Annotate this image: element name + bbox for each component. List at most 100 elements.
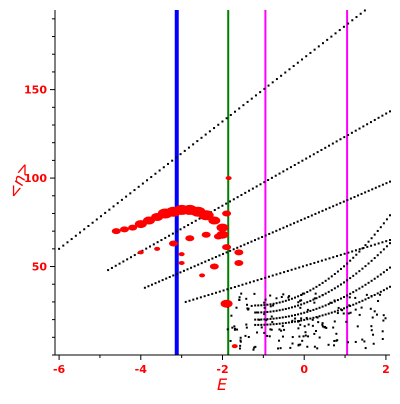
data-point <box>358 248 361 251</box>
data-point <box>364 347 367 350</box>
data-point <box>299 299 302 302</box>
data-point <box>290 297 293 300</box>
data-point <box>200 136 203 139</box>
data-point <box>266 334 269 337</box>
highlight-point <box>199 273 206 278</box>
highlight-point <box>234 260 244 266</box>
data-point <box>347 341 350 344</box>
data-point <box>370 325 373 328</box>
data-point <box>333 287 336 290</box>
data-point <box>324 258 327 261</box>
data-point <box>287 298 290 301</box>
data-point <box>314 292 317 295</box>
data-point <box>313 297 316 300</box>
data-point <box>284 71 287 74</box>
data-point <box>187 146 190 149</box>
data-point <box>244 191 247 194</box>
data-point <box>239 344 242 347</box>
data-point <box>338 29 341 32</box>
data-point <box>332 256 335 259</box>
data-point <box>354 308 357 311</box>
x-tick-label: 0 <box>300 363 308 376</box>
data-point <box>239 339 242 342</box>
data-point <box>239 245 242 248</box>
data-point <box>352 303 355 306</box>
data-point <box>268 232 271 235</box>
data-point <box>289 166 292 169</box>
data-point <box>146 179 149 182</box>
data-point <box>225 251 228 254</box>
data-point <box>333 320 336 323</box>
data-point <box>351 250 354 253</box>
data-point <box>301 58 304 61</box>
data-point <box>355 289 358 292</box>
data-point <box>183 226 186 229</box>
data-point <box>306 308 309 311</box>
data-point <box>271 321 274 324</box>
data-point <box>348 296 351 299</box>
data-point <box>309 309 312 312</box>
data-point <box>389 242 391 245</box>
data-point <box>188 299 191 302</box>
data-point <box>367 240 370 243</box>
data-point <box>279 272 282 275</box>
data-point <box>379 251 382 254</box>
data-point <box>260 323 263 326</box>
data-point <box>345 320 348 323</box>
data-point <box>247 336 250 339</box>
data-point <box>129 192 132 195</box>
data-point <box>147 285 150 288</box>
data-point <box>330 289 333 292</box>
highlight-point <box>225 176 232 181</box>
data-point <box>248 189 251 192</box>
data-point <box>250 240 253 243</box>
y-tick-label: 50 <box>32 261 48 274</box>
data-point <box>257 318 260 321</box>
data-point <box>252 280 255 283</box>
data-point <box>114 264 117 267</box>
data-point <box>297 301 300 304</box>
data-point <box>208 130 211 133</box>
data-point <box>309 51 312 54</box>
data-point <box>328 257 331 260</box>
data-point <box>346 294 349 297</box>
data-point <box>289 223 292 226</box>
highlight-point <box>178 252 185 257</box>
data-point <box>278 339 281 342</box>
data-point <box>376 292 379 295</box>
scatter-points-layer <box>58 9 391 351</box>
data-point <box>361 299 364 302</box>
data-point <box>162 166 165 169</box>
data-point <box>373 118 376 121</box>
data-point <box>239 340 242 343</box>
data-point <box>321 281 324 284</box>
data-point <box>272 310 275 313</box>
data-point <box>381 337 384 340</box>
data-point <box>226 328 229 331</box>
data-point <box>192 298 195 301</box>
data-point <box>175 230 178 233</box>
data-point <box>264 298 267 301</box>
data-point <box>286 168 289 171</box>
x-tick-label: -4 <box>135 363 148 376</box>
data-point <box>370 259 373 262</box>
data-point <box>333 344 336 347</box>
data-point <box>355 253 358 256</box>
data-point <box>297 313 300 316</box>
data-point <box>339 283 342 286</box>
data-point <box>350 131 353 134</box>
data-point <box>275 317 278 320</box>
data-point <box>229 200 232 203</box>
data-point <box>321 325 324 328</box>
data-point <box>382 271 385 274</box>
data-point <box>333 272 336 275</box>
data-point <box>312 287 315 290</box>
data-point <box>339 138 342 141</box>
data-point <box>299 323 302 326</box>
data-point <box>112 205 115 208</box>
data-point <box>260 326 263 329</box>
data-point <box>382 248 385 251</box>
data-point <box>247 308 250 311</box>
highlight-point <box>222 244 232 251</box>
data-point <box>318 336 321 339</box>
